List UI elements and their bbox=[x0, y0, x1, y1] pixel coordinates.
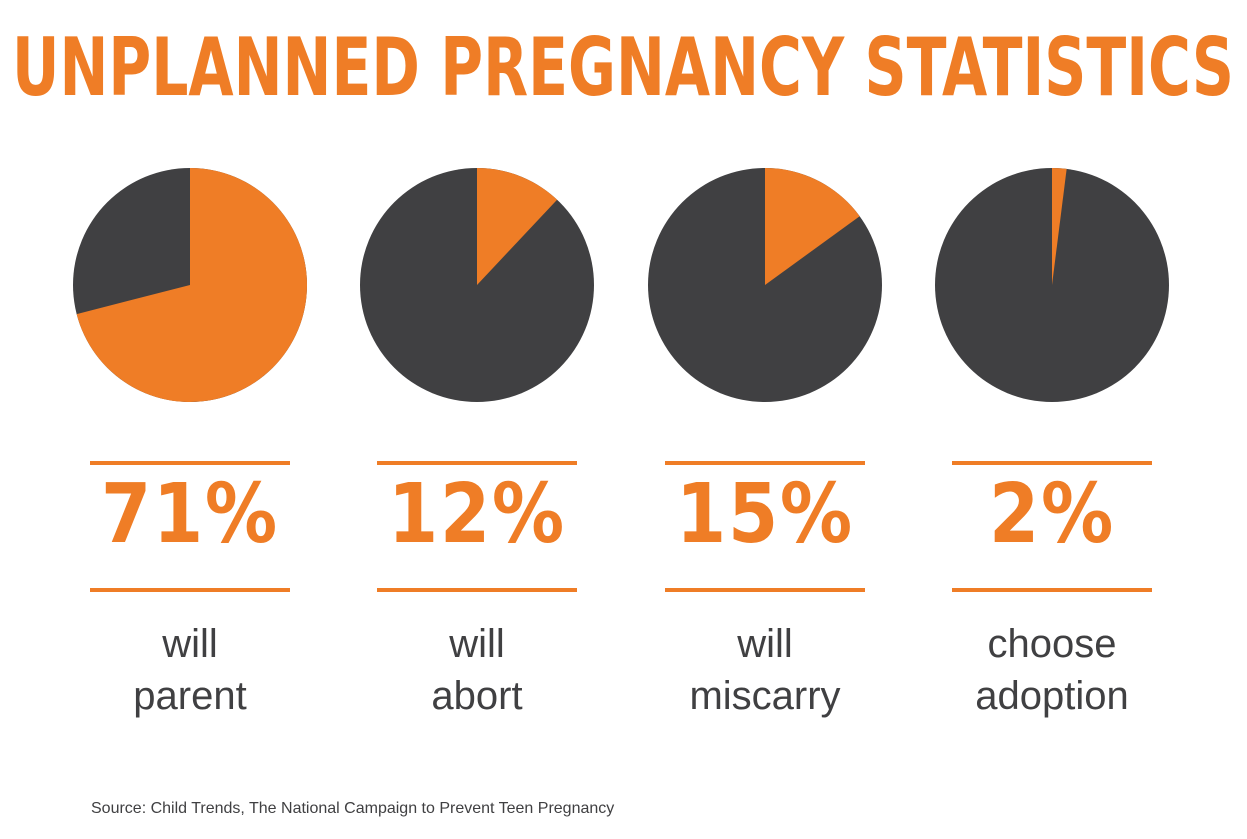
pie-slice-highlight bbox=[477, 168, 558, 285]
divider-bottom bbox=[665, 588, 865, 592]
divider-top bbox=[952, 461, 1152, 465]
pie-slice-highlight bbox=[765, 168, 860, 285]
caption: will abort bbox=[327, 618, 627, 722]
title: UNPLANNED PREGNANCY STATISTICS bbox=[12, 21, 1234, 110]
divider-bottom bbox=[377, 588, 577, 592]
caption-line: parent bbox=[133, 674, 247, 718]
caption-line: will bbox=[449, 622, 505, 666]
source-note: Source: Child Trends, The National Campa… bbox=[91, 800, 615, 817]
caption-line: will bbox=[737, 622, 793, 666]
pie-chart bbox=[935, 168, 1169, 402]
caption-line: adoption bbox=[975, 674, 1129, 718]
pie-slice-highlight bbox=[1052, 168, 1067, 285]
caption: will parent bbox=[40, 618, 340, 722]
caption-line: choose bbox=[987, 622, 1117, 666]
divider-top bbox=[665, 461, 865, 465]
caption-line: miscarry bbox=[689, 674, 841, 718]
pie-chart bbox=[648, 168, 882, 402]
pie-chart bbox=[360, 168, 594, 402]
caption: choose adoption bbox=[902, 618, 1202, 722]
divider-bottom bbox=[952, 588, 1152, 592]
percentage-label: 12% bbox=[387, 467, 567, 562]
pie-slice-highlight bbox=[76, 168, 307, 402]
caption-line: abort bbox=[431, 674, 523, 718]
divider-top bbox=[90, 461, 290, 465]
pie-chart bbox=[73, 168, 307, 402]
caption: will miscarry bbox=[615, 618, 915, 722]
divider-bottom bbox=[90, 588, 290, 592]
percentage-label: 71% bbox=[100, 467, 280, 562]
page-title: UNPLANNED PREGNANCY STATISTICS bbox=[12, 21, 1234, 110]
divider-top bbox=[377, 461, 577, 465]
caption-line: will bbox=[162, 622, 218, 666]
percentage-label: 15% bbox=[675, 467, 855, 562]
percentage-label: 2% bbox=[988, 467, 1116, 562]
